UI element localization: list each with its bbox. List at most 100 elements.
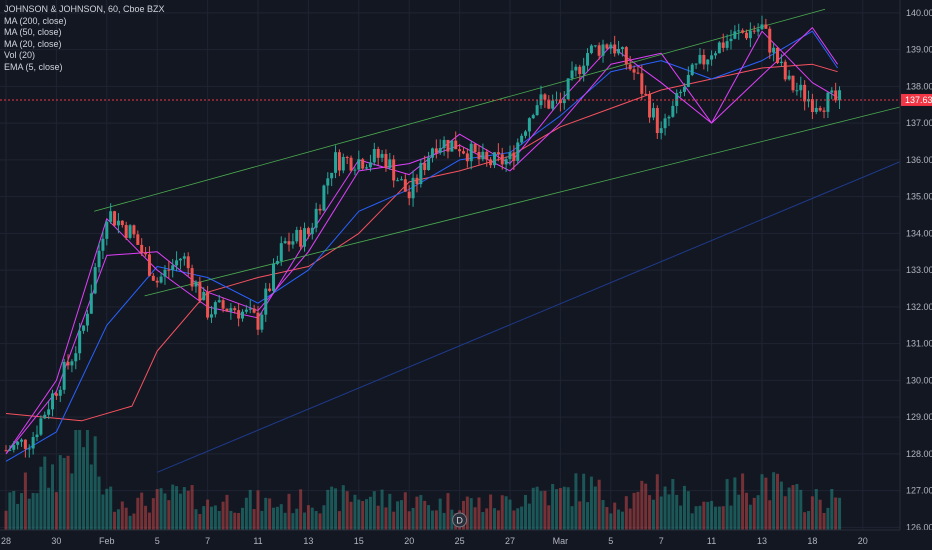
- candle-body: [384, 153, 388, 168]
- candle-body: [690, 64, 694, 75]
- candle-body: [659, 128, 663, 134]
- candle-body: [178, 258, 182, 261]
- legend-ma20[interactable]: MA (20, close): [4, 38, 62, 49]
- legend-ma200[interactable]: MA (200, close): [4, 15, 67, 26]
- volume-bar: [206, 499, 210, 530]
- candle-body: [667, 116, 671, 119]
- candle-body: [31, 437, 35, 449]
- candle-body: [748, 30, 752, 39]
- candle-body: [186, 256, 190, 269]
- candle-body: [551, 100, 555, 109]
- volume-bar: [539, 491, 543, 530]
- volume-bar: [826, 507, 830, 530]
- volume-bar: [648, 495, 652, 530]
- time-tick-label: 5: [608, 536, 613, 546]
- candle-body: [237, 310, 241, 319]
- volume-bar: [93, 436, 97, 530]
- volume-bar: [628, 508, 632, 530]
- volume-bar: [330, 486, 334, 530]
- volume-bar: [779, 481, 783, 530]
- volume-bar: [795, 483, 799, 530]
- volume-bar: [365, 499, 369, 530]
- volume-bar: [74, 430, 78, 530]
- candle-body: [248, 308, 252, 310]
- volume-bar: [605, 507, 609, 530]
- candle-body: [12, 444, 16, 450]
- candle-body: [20, 439, 24, 442]
- volume-bar: [706, 501, 710, 530]
- volume-bar: [803, 512, 807, 530]
- candle-body: [233, 308, 237, 311]
- volume-bar: [651, 499, 655, 530]
- candle-body: [287, 241, 291, 245]
- candle-body: [465, 153, 469, 162]
- volume-bar: [334, 488, 338, 530]
- volume-bar: [124, 507, 128, 530]
- legend-volume[interactable]: Vol (20): [4, 50, 36, 60]
- candle-body: [303, 228, 307, 247]
- volume-bar: [601, 500, 605, 530]
- candle-body: [620, 47, 624, 49]
- volume-bar: [264, 497, 268, 530]
- volume-bar: [690, 513, 694, 530]
- candle-body: [764, 24, 768, 29]
- volume-bar: [159, 488, 163, 530]
- price-tick-label: 133.00: [906, 265, 932, 275]
- time-tick-label: 27: [505, 536, 515, 546]
- volume-bar: [473, 507, 477, 530]
- time-tick-label: 18: [807, 536, 817, 546]
- price-axis[interactable]: 140.00 139.00 138.00 137.00 136.00 135.00 134.…: [899, 0, 932, 550]
- volume-bar: [217, 510, 221, 530]
- volume-bar: [113, 511, 117, 530]
- price-tick-label: 130.00: [906, 375, 932, 385]
- volume-bar: [659, 496, 663, 530]
- time-axis[interactable]: 28 30 Feb 5 7 11 13 15 20 25 27 Mar 5 7 11 13 18 20: [0, 529, 932, 550]
- long-trendline: [157, 155, 914, 473]
- candle-body: [597, 45, 601, 56]
- volume-bar: [737, 494, 741, 530]
- candle-body: [710, 55, 714, 60]
- candle-body: [461, 151, 465, 154]
- volume-bar: [116, 509, 120, 530]
- candle-body: [109, 211, 113, 222]
- candle-body: [264, 288, 268, 315]
- volume-bar: [698, 505, 702, 530]
- candle-body: [268, 288, 272, 291]
- candle-body: [132, 225, 136, 235]
- volume-bar: [570, 506, 574, 530]
- volume-bar: [318, 513, 322, 530]
- candle-body: [198, 281, 202, 301]
- volume-bar: [644, 483, 648, 530]
- candles: [4, 15, 842, 458]
- volume-bar: [16, 503, 20, 530]
- volume-bar: [632, 492, 636, 530]
- time-tick-label: 7: [659, 536, 664, 546]
- volume-bar: [151, 498, 155, 530]
- volume-bar: [748, 504, 752, 530]
- legend-ma50[interactable]: MA (50, close): [4, 27, 62, 37]
- chart-title[interactable]: JOHNSON & JOHNSON, 60, Cboe BZX: [4, 4, 165, 14]
- volume-bar: [717, 506, 721, 530]
- candle-body: [361, 159, 365, 169]
- volume-bar: [807, 511, 811, 530]
- volume-bar: [799, 489, 803, 530]
- candle-body: [27, 448, 31, 450]
- time-tick-label: 15: [354, 536, 364, 546]
- candle-body: [16, 441, 20, 445]
- candle-body: [244, 309, 248, 312]
- volume-bar: [349, 501, 353, 530]
- volume-bar: [353, 494, 357, 530]
- volume-bar: [772, 472, 776, 530]
- volume-bar: [504, 496, 508, 530]
- volume-bar: [469, 498, 473, 530]
- candle-body: [686, 74, 690, 87]
- candle-body: [558, 99, 562, 104]
- candle-body: [822, 110, 826, 112]
- candle-body: [299, 229, 303, 247]
- candle-body: [535, 105, 539, 116]
- legend-ema5[interactable]: EMA (5, close): [4, 61, 63, 72]
- candle-body: [582, 65, 586, 75]
- candle-body: [783, 61, 787, 80]
- volume-bar: [407, 511, 411, 530]
